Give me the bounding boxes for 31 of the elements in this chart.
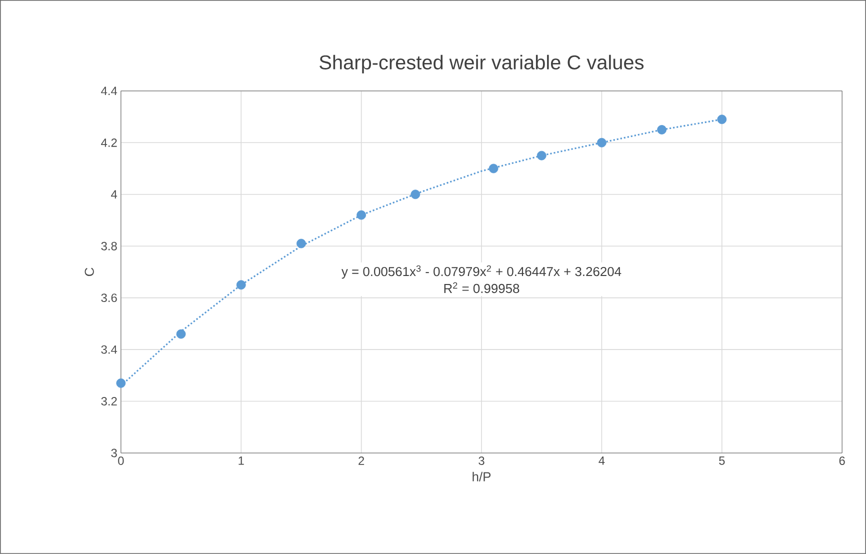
point: [116, 378, 126, 388]
point: [410, 190, 420, 200]
x-tick-label: 4: [598, 456, 605, 465]
y-tick-label: 3: [111, 448, 117, 458]
y-tick-label: 3.2: [101, 397, 117, 406]
point: [488, 164, 498, 174]
y-tick-label: 4.2: [101, 138, 117, 147]
point: [657, 125, 667, 134]
point: [717, 114, 727, 124]
x-tick-label: 6: [839, 456, 845, 466]
point: [176, 329, 186, 339]
x-tick-label: 0: [118, 456, 124, 466]
y-axis-title: C: [84, 268, 94, 276]
annotation: y = 0.00561x$^{3}$ - 0.07979x$^{2}$ + 0.46447x + 3.26204: [341, 265, 622, 279]
x-tick-label: 3: [478, 456, 484, 466]
chart-title: Sharp-crested weir variable C values: [320, 54, 644, 74]
x-tick-label: 2: [358, 456, 364, 465]
x-tick-label: 1: [238, 456, 244, 465]
x-tick-label: 5: [719, 456, 725, 465]
annotation: R$^{2}$ = 0.99958: [444, 282, 520, 294]
y-tick-label: 4: [111, 190, 118, 199]
y-tick-label: 3.8: [101, 242, 117, 250]
y-tick-label: 4.4: [101, 86, 118, 96]
point: [356, 210, 366, 220]
point: [536, 150, 546, 160]
y-tick-label: 3.4: [101, 345, 118, 354]
point: [597, 138, 606, 148]
y-tick-label: 3.6: [101, 294, 117, 302]
point: [296, 238, 306, 248]
point: [236, 280, 246, 290]
x-axis-title: h/P: [472, 472, 491, 482]
